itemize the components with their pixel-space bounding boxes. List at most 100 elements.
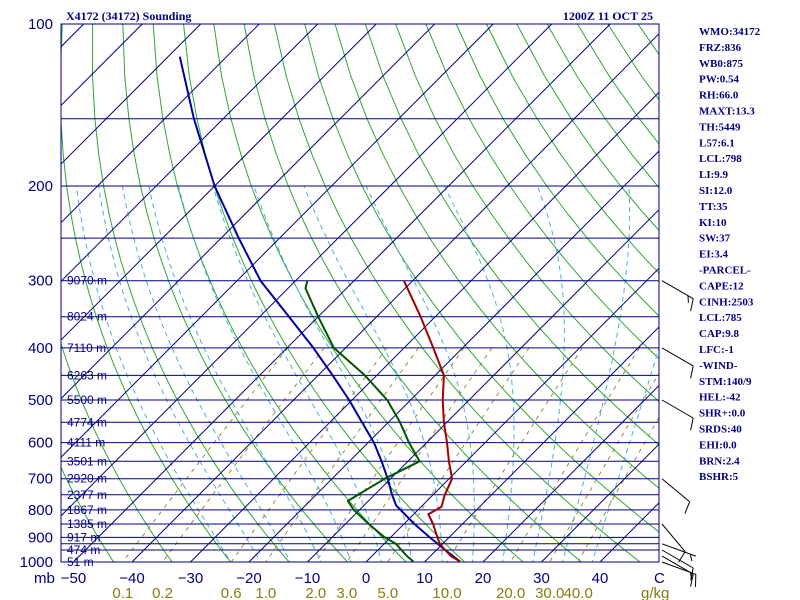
dry-adiabat — [122, 24, 349, 562]
mixing-ratio-unit-label: g/kg — [641, 585, 669, 600]
index-value: WMO:34172 — [699, 26, 761, 38]
index-value: LI:9.9 — [699, 169, 729, 181]
height-label: 917 m — [67, 530, 100, 544]
index-value: SW:37 — [699, 233, 731, 245]
pressure-tick-label: 100 — [28, 16, 53, 33]
mixing-ratio-tick-label: 1.0 — [255, 585, 276, 600]
pressure-tick-label: 400 — [28, 340, 53, 357]
height-label: 6263 m — [67, 368, 107, 382]
indices-panel: WMO:34172 FRZ:836 WB0:875 PW:0.54 RH:66.0 MAX… — [699, 26, 761, 483]
wind-barb-full-feather — [684, 501, 691, 514]
isotherm — [541, 443, 659, 562]
isotherm — [190, 91, 659, 562]
index-value: -WIND- — [699, 360, 738, 372]
index-value: CAP:9.8 — [699, 328, 740, 340]
isotherm — [73, 24, 611, 562]
index-value: STM:140/9 — [699, 376, 752, 388]
mixing-ratio-tick-label: 2.0 — [305, 585, 326, 600]
height-label: 1385 m — [67, 517, 107, 531]
height-label: 51 m — [67, 555, 94, 569]
index-value: LCL:785 — [699, 312, 742, 324]
index-value: CINH:2503 — [699, 296, 754, 308]
pressure-tick-label: 800 — [28, 502, 53, 519]
isotherm — [248, 150, 659, 562]
wind-barb-shaft — [661, 549, 694, 569]
index-value: EHI:0.0 — [699, 439, 737, 451]
index-value: SHR+:0.0 — [699, 408, 746, 420]
index-value: -PARCEL- — [699, 265, 751, 277]
isotherm — [61, 24, 202, 165]
dry-adiabat — [334, 24, 659, 489]
dry-adiabat — [61, 24, 232, 562]
temperature-tick-label: −40 — [119, 570, 144, 587]
index-value: SI:12.0 — [699, 185, 733, 197]
isotherm — [61, 24, 377, 341]
index-value: RH:66.0 — [699, 90, 739, 102]
height-label: 8024 m — [67, 310, 107, 324]
index-value: LFC:-1 — [699, 344, 734, 356]
isotherm — [482, 384, 659, 562]
index-value: L57:6.1 — [699, 137, 735, 149]
index-value: WB0:875 — [699, 58, 744, 70]
moist-adiabat — [365, 185, 475, 562]
mixing-ratio-line — [230, 347, 388, 562]
wind-barb-full-feather — [690, 365, 694, 379]
index-value: EI:3.4 — [699, 249, 729, 261]
index-value: LCL:798 — [699, 153, 742, 165]
wind-barb-full-feather — [690, 567, 694, 581]
height-label: 474 m — [67, 543, 100, 557]
pressure-tick-label: 500 — [28, 392, 53, 409]
dewpoint-trace — [304, 280, 421, 562]
pressure-tick-label: 300 — [28, 273, 53, 290]
valid-time: 1200Z 11 OCT 25 — [563, 9, 653, 23]
chart-grid — [61, 24, 659, 562]
wind-barb-shaft — [661, 399, 694, 419]
index-value: BSHR:5 — [699, 471, 739, 483]
height-label: 2377 m — [67, 488, 107, 502]
index-value: HEL:-42 — [699, 392, 741, 404]
pressure-tick-label: 700 — [28, 471, 53, 488]
isotherm — [61, 24, 260, 224]
moist-adiabat — [212, 185, 382, 562]
wind-barb-half-feather — [689, 553, 693, 562]
pressure-tick-label: 900 — [28, 529, 53, 546]
wind-barb-full-feather — [690, 573, 694, 587]
parcel-trace — [178, 56, 461, 562]
temperature-trace — [402, 280, 461, 562]
wind-barb-full-feather — [690, 417, 694, 431]
wind-barb-half-feather — [689, 572, 693, 580]
isotherm — [61, 24, 494, 458]
mixing-ratio-tick-label: 40.0 — [564, 585, 593, 600]
height-labels: 9070 m 8024 m 7110 m 6263 m 5500 m 4774 m 4111… — [67, 274, 107, 569]
height-label: 7110 m — [67, 341, 106, 355]
mixing-ratio-tick-label: 0.1 — [112, 585, 133, 600]
dry-adiabat — [395, 24, 659, 403]
mixing-ratio-tick-label: 0.6 — [221, 585, 242, 600]
isotherm — [424, 326, 659, 562]
index-value: SRDS:40 — [699, 424, 742, 436]
index-value: CAPE:12 — [699, 280, 744, 292]
temperature-tick-label: −20 — [236, 570, 261, 587]
wind-barb-shaft — [661, 561, 696, 575]
wind-barbs — [661, 280, 697, 588]
mixing-ratio-tick-label: 0.2 — [152, 585, 173, 600]
height-label: 4774 m — [67, 415, 107, 429]
mixing-ratio-tick-label: 5.0 — [377, 585, 398, 600]
mixing-ratio-line — [161, 347, 325, 562]
mixing-ratio-axis-labels: 0.1 0.2 0.6 1.0 2.0 3.0 5.0 10.0 20.0 30.0 40.0 — [112, 585, 592, 600]
dry-adiabat — [486, 24, 659, 274]
wind-barb-shaft — [661, 523, 686, 552]
moist-adiabat — [75, 185, 232, 562]
temperature-tick-label: 0 — [362, 570, 370, 587]
mixing-ratio-line — [446, 347, 583, 562]
wind-barb-full-feather — [690, 298, 694, 312]
mixing-ratio-tick-label: 10.0 — [432, 585, 461, 600]
mixing-ratio-line — [315, 347, 465, 562]
height-label: 5500 m — [67, 393, 107, 407]
temperature-tick-label: 30 — [533, 570, 550, 587]
chart-profiles — [178, 56, 461, 562]
moist-adiabat — [148, 185, 322, 562]
index-value: TT:35 — [699, 201, 728, 213]
mixing-ratio-line — [265, 347, 419, 562]
